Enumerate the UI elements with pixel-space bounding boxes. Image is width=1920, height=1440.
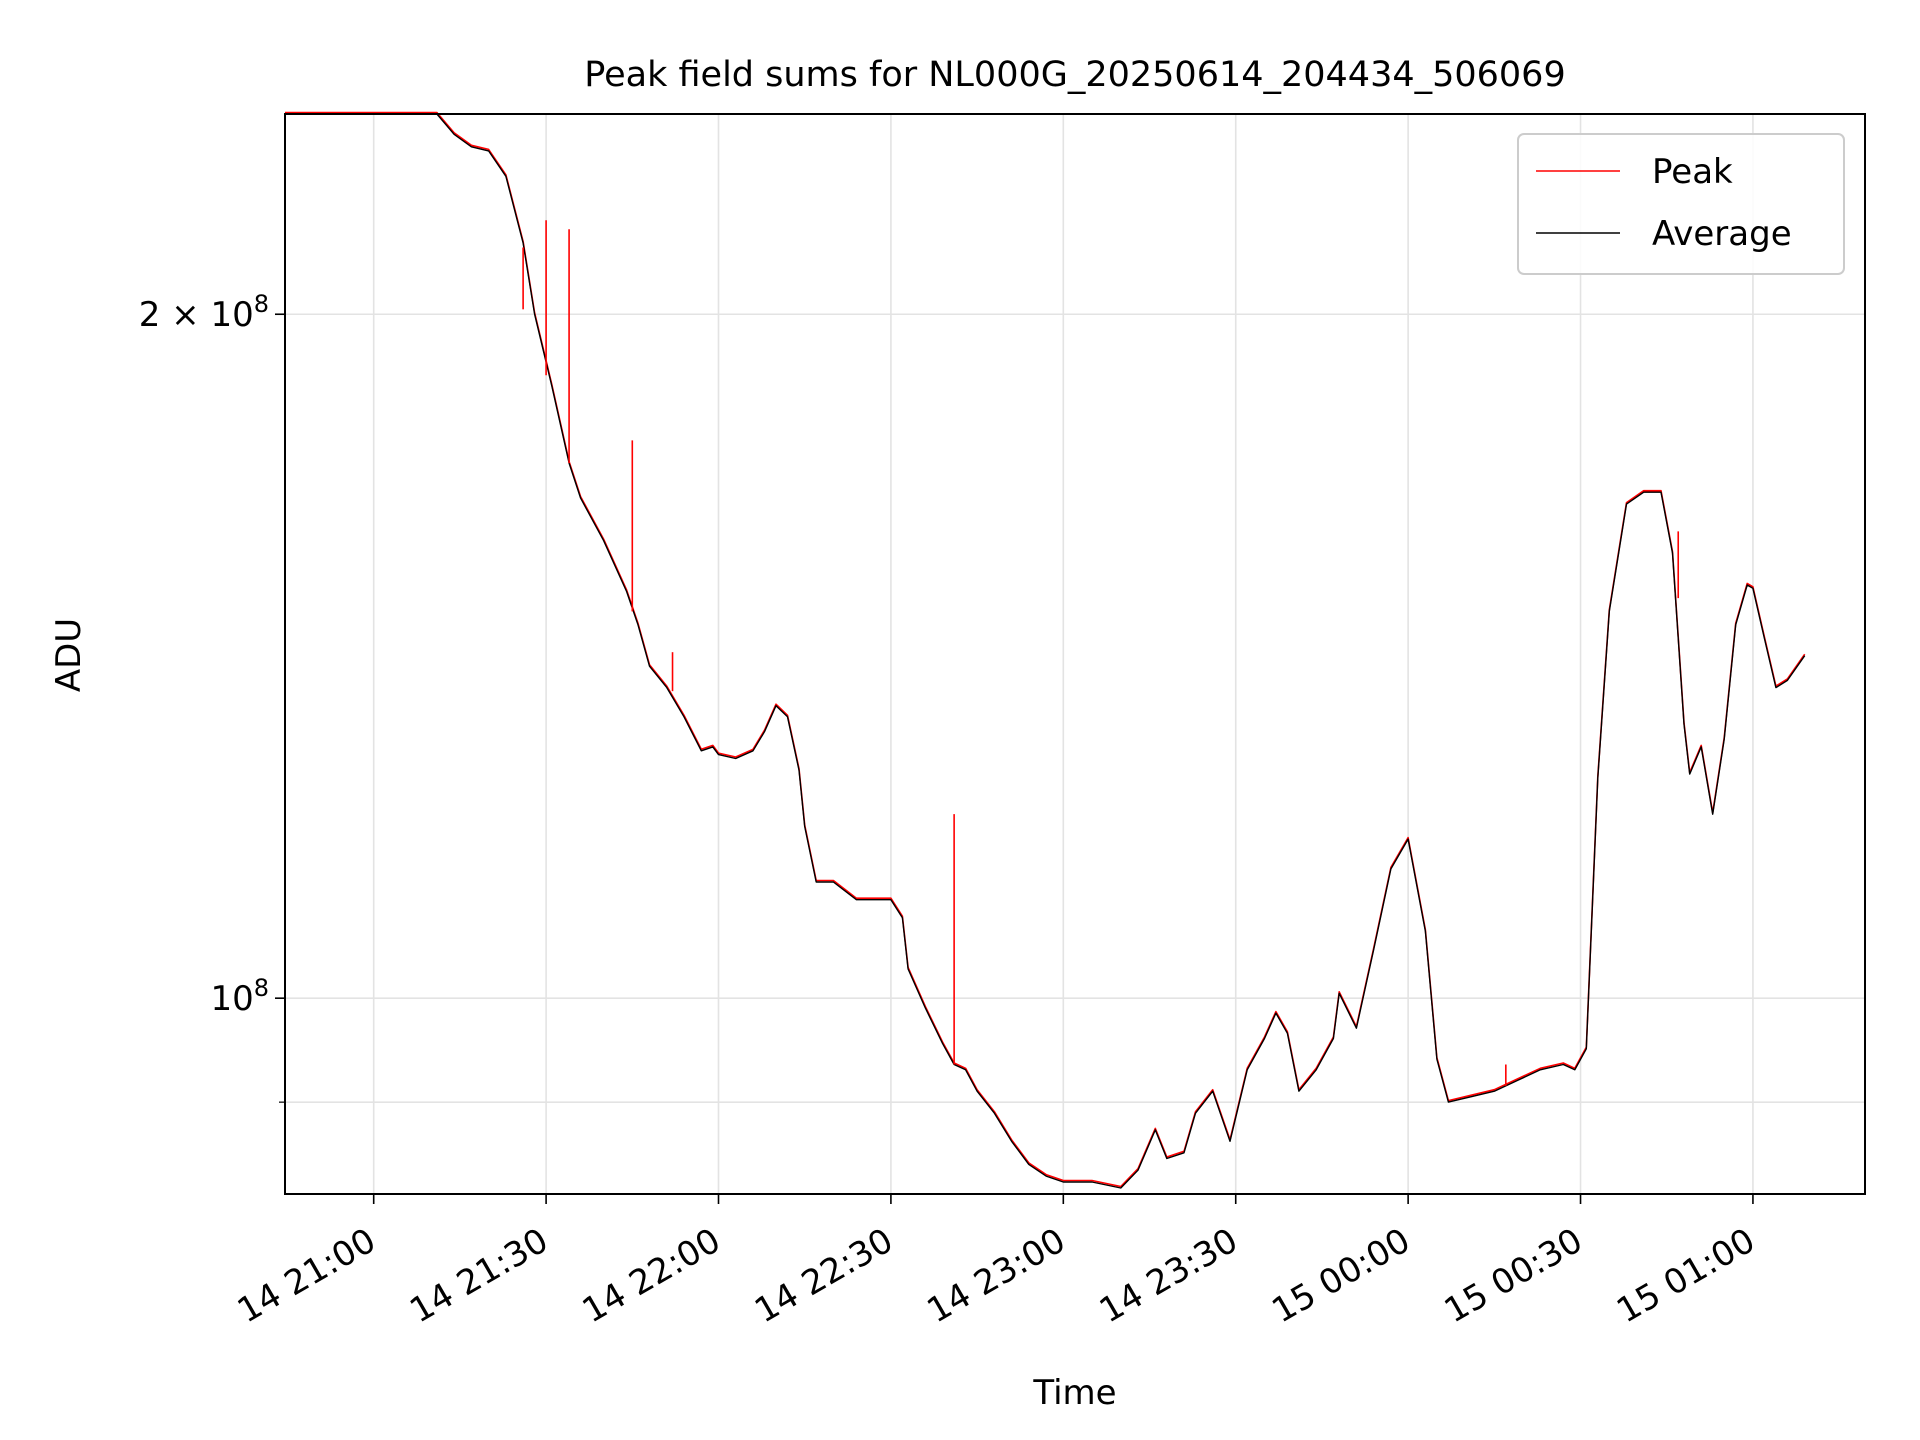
y-axis-label: ADU <box>49 618 89 692</box>
plot-area <box>285 111 1806 1189</box>
chart-title: Peak field sums for NL000G_20250614_2044… <box>584 55 1565 95</box>
legend-average-label: Average <box>1652 214 1792 254</box>
series-line-average <box>285 113 1806 1189</box>
grid <box>285 114 1865 1194</box>
legend: Peak Average <box>1517 133 1845 275</box>
x-axis-label: Time <box>1032 1373 1116 1413</box>
axes-frame <box>284 113 1866 1195</box>
legend-peak-label: Peak <box>1652 152 1733 192</box>
legend-box <box>1517 133 1845 275</box>
y-tick-label: 2 × 108 <box>139 290 269 335</box>
